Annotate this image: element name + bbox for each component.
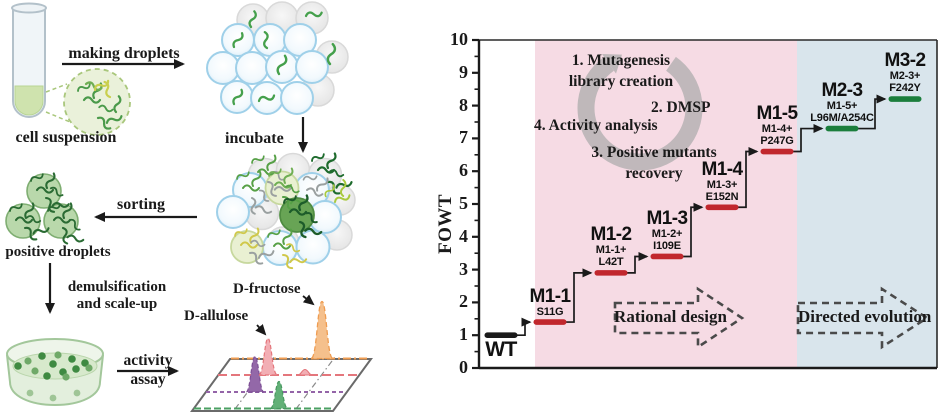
activity-level-marker — [533, 319, 567, 325]
d-allulose-label: D-allulose — [184, 308, 249, 324]
step-connector-arrow — [566, 268, 593, 323]
chromatogram-icon — [190, 294, 373, 412]
cell-suspension-label: cell suspension — [15, 129, 117, 146]
cycle-arrow-icon — [577, 54, 703, 171]
activity-label: activity — [123, 352, 173, 369]
sorting-label: sorting — [117, 196, 165, 213]
activity-level-marker — [760, 148, 794, 155]
step-connector-arrow — [738, 147, 759, 209]
positive-droplets-icon — [5, 172, 85, 247]
step-connector-arrow — [517, 317, 532, 337]
incubate-label: incubate — [225, 130, 284, 147]
rational-design-arrow — [613, 286, 745, 350]
region-directed-evolution — [797, 40, 937, 368]
demulsification-label: demulsification and scale-up — [67, 279, 167, 312]
d-fructose-label: D-fructose — [233, 281, 301, 297]
activity-level-marker — [650, 253, 684, 260]
region-rational-design — [535, 40, 797, 368]
step-connector-arrow — [858, 94, 887, 130]
activity-level-marker — [594, 270, 628, 276]
cell-magnifier-icon — [63, 68, 131, 136]
activity-level-marker — [484, 332, 518, 338]
step-connector-arrow — [683, 202, 704, 258]
activity-level-marker — [705, 204, 739, 211]
plot-frame — [477, 39, 938, 370]
activity-level-marker — [888, 96, 922, 102]
chart-canvas — [472, 38, 938, 370]
directed-evolution-arrow — [796, 286, 930, 350]
workflow-illustration — [5, 1, 373, 412]
petri-dish-icon — [6, 338, 104, 407]
workflow-diagram-panel: making droplets cell suspension incubate… — [0, 0, 430, 417]
positive-droplets-label: positive droplets — [5, 244, 111, 260]
making-droplets-label: making droplets — [68, 45, 180, 62]
droplet-cluster-fresh — [206, 1, 349, 115]
droplet-cluster-incubated — [216, 152, 356, 272]
fowt-chart-panel: FOWT 1. Mutagenesis library creation 2. … — [430, 0, 946, 417]
test-tube-icon — [11, 2, 47, 118]
step-connector-arrow — [627, 251, 649, 274]
step-connector-arrow — [793, 124, 824, 153]
activity-level-marker — [825, 125, 859, 132]
assay-label: assay — [130, 371, 166, 388]
